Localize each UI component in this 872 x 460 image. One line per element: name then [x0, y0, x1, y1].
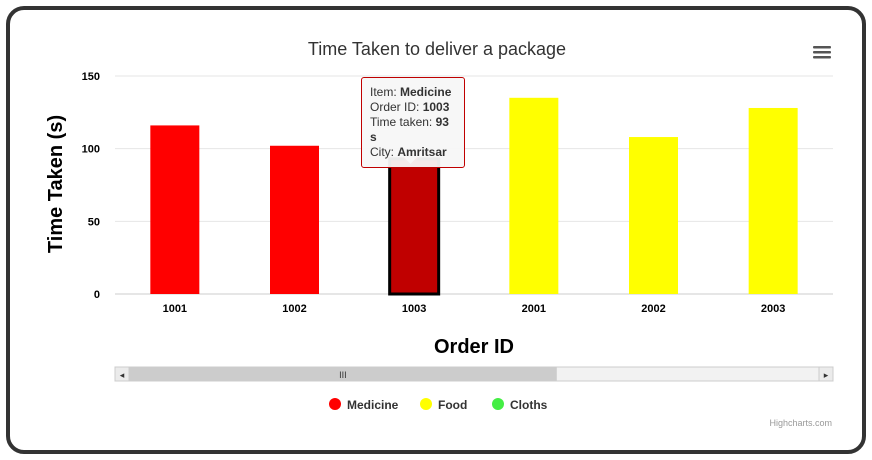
tooltip: Item: Medicine Order ID: 1003 Time taken…	[361, 77, 465, 168]
bar-2001[interactable]	[509, 97, 559, 294]
legend-label: Cloths	[510, 398, 548, 412]
chart-title: Time Taken to deliver a package	[308, 39, 566, 59]
legend-label: Food	[438, 398, 467, 412]
legend-item-food[interactable]: Food	[420, 398, 467, 412]
scrollbar-thumb[interactable]	[129, 367, 557, 381]
tooltip-item-row: Item: Medicine	[370, 85, 456, 100]
menu-icon[interactable]	[813, 46, 831, 59]
y-axis-title: Time Taken (s)	[45, 115, 67, 253]
legend-marker	[492, 398, 504, 410]
tooltip-city-value: Amritsar	[397, 145, 447, 159]
bars	[150, 97, 798, 296]
x-tick-label: 2002	[641, 303, 665, 315]
y-tick-label: 100	[82, 144, 100, 156]
tooltip-time-row: Time taken: 93 s	[370, 115, 456, 145]
gridlines	[115, 75, 833, 295]
tooltip-order-label: Order ID:	[370, 100, 423, 114]
x-tick-label: 2003	[761, 303, 785, 315]
legend-marker	[329, 398, 341, 410]
y-tick-label: 50	[88, 216, 100, 228]
tooltip-time-value: 93 s	[370, 115, 449, 144]
y-tick-label: 0	[94, 289, 100, 301]
scrollbar-left-button[interactable]	[114, 366, 130, 382]
bar-1002[interactable]	[270, 145, 319, 294]
x-tick-label: 1003	[402, 303, 426, 315]
scrollbar-left-arrow-icon[interactable]: ◂	[120, 370, 125, 380]
legend-item-medicine[interactable]: Medicine	[329, 398, 399, 412]
tooltip-city-row: City: Amritsar	[370, 145, 456, 160]
x-axis-title: Order ID	[434, 336, 514, 358]
legend-label: Medicine	[347, 398, 399, 412]
tooltip-item-label: Item:	[370, 85, 401, 99]
scrollbar-grip-icon[interactable]: III	[339, 370, 347, 380]
bar-2003[interactable]	[748, 107, 798, 295]
credits-link[interactable]: Highcharts.com	[769, 418, 832, 428]
legend-marker	[420, 398, 432, 410]
legend: Medicine Food Cloths	[329, 398, 548, 412]
x-axis-ticks: 1001 1002 1003 2001 2002 2003	[163, 303, 786, 315]
tooltip-item-value: Medicine	[400, 85, 452, 99]
tooltip-city-label: City:	[370, 145, 398, 159]
y-axis-ticks: 0 50 100 150	[82, 71, 100, 301]
x-tick-label: 1002	[282, 303, 306, 315]
scrollbar[interactable]: ◂ ▸ III	[114, 366, 834, 382]
tooltip-order-value: 1003	[422, 100, 450, 114]
x-tick-label: 1001	[163, 303, 187, 315]
x-tick-label: 2001	[522, 303, 546, 315]
bar-2002[interactable]	[629, 137, 678, 294]
tooltip-time-label: Time taken:	[370, 115, 436, 129]
legend-item-cloths[interactable]: Cloths	[492, 398, 548, 412]
tooltip-order-row: Order ID: 1003	[370, 100, 456, 115]
scrollbar-right-arrow-icon[interactable]: ▸	[824, 370, 829, 380]
bar-1001[interactable]	[150, 125, 200, 294]
bar-1003[interactable]	[388, 157, 441, 296]
scrollbar-right-button[interactable]	[818, 366, 834, 382]
y-tick-label: 150	[82, 71, 100, 83]
